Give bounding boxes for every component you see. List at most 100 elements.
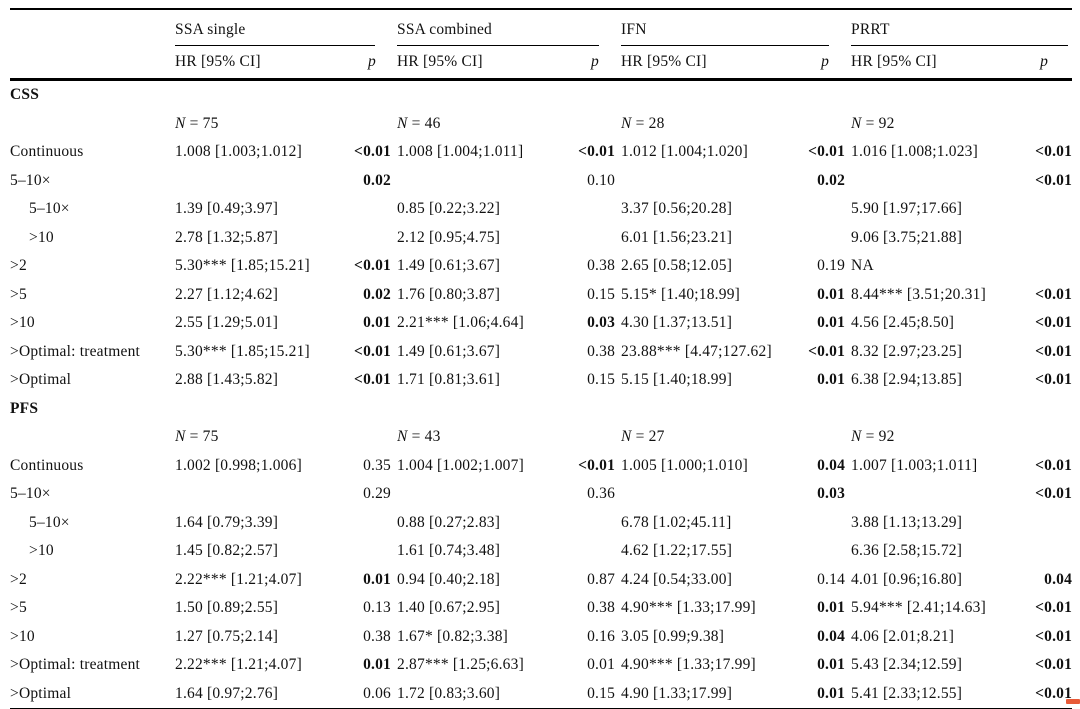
row-label: 5–10× — [10, 485, 51, 503]
p-cell: <0.01 — [354, 371, 392, 389]
hr-cell: 6.01 [1.56;23.21] — [621, 228, 733, 246]
hr-cell: 1.012 [1.004;1.020] — [621, 143, 748, 161]
p-cell: <0.01 — [1035, 285, 1073, 303]
n-symbol: N — [175, 428, 186, 446]
hr-cell — [621, 480, 799, 509]
p-cell: 0.01 — [817, 285, 846, 303]
p-cell — [1016, 509, 1072, 538]
hr-cell: 1.45 [0.82;2.57] — [175, 542, 279, 560]
hr-cell: 1.50 [0.89;2.55] — [175, 599, 279, 617]
p-cell — [347, 509, 397, 538]
p-cell — [1016, 195, 1072, 224]
p-cell: 0.06 — [363, 684, 392, 702]
hr-cell: 1.008 [1.004;1.011] — [397, 143, 524, 161]
section-title: PFS — [10, 399, 39, 417]
hr-ci-header: HR [95% CI] — [175, 46, 347, 81]
table-row: 5–10× 0.29 0.36 0.03 <0.01 — [10, 480, 1072, 509]
table-row: >10 1.45 [0.82;2.57] 1.61 [0.74;3.48] 4.62 … — [10, 537, 1072, 566]
p-cell — [347, 195, 397, 224]
row-label: 5–10× — [29, 513, 70, 531]
p-cell: <0.01 — [354, 143, 392, 161]
hr-cell: NA — [851, 257, 874, 275]
p-cell: 0.13 — [363, 599, 392, 617]
hr-cell: 4.90*** [1.33;17.99] — [621, 656, 756, 674]
scan-artifact — [1066, 699, 1080, 704]
p-cell: <0.01 — [1035, 456, 1073, 474]
hr-cell: 3.37 [0.56;20.28] — [621, 200, 733, 218]
hr-cell: 0.94 [0.40;2.18] — [397, 570, 501, 588]
p-cell: 0.01 — [363, 314, 392, 332]
table-row: Continuous 1.002 [0.998;1.006] 0.35 1.004 [… — [10, 452, 1072, 481]
hr-cell: 0.88 [0.27;2.83] — [397, 513, 501, 531]
n-symbol: N — [851, 114, 862, 132]
n-symbol: N — [851, 428, 862, 446]
table-row: Continuous 1.008 [1.003;1.012] <0.01 1.008 … — [10, 138, 1072, 167]
hr-cell: 1.71 [0.81;3.61] — [397, 371, 501, 389]
n-symbol: N — [397, 428, 408, 446]
p-header: p — [569, 46, 622, 81]
p-cell: <0.01 — [1035, 684, 1073, 702]
p-cell: <0.01 — [1035, 314, 1073, 332]
results-table: SSA single SSA combined IFN PRRT HR [95%… — [10, 8, 1073, 709]
hr-cell: 1.27 [0.75;2.14] — [175, 627, 279, 645]
hr-cell: 4.30 [1.37;13.51] — [621, 314, 733, 332]
n-cell: N = 75 — [175, 428, 219, 446]
hr-cell: 5.30*** [1.85;15.21] — [175, 342, 310, 360]
hr-cell: 3.88 [1.13;13.29] — [851, 513, 963, 531]
hr-ci-header: HR [95% CI] — [397, 46, 570, 81]
p-cell: <0.01 — [1035, 371, 1073, 389]
hr-cell: 4.90*** [1.33;17.99] — [621, 599, 756, 617]
table-row: >Optimal: treatment 5.30*** [1.85;15.21] <… — [10, 338, 1072, 367]
hr-cell — [621, 167, 799, 196]
n-cell: N = 46 — [397, 114, 441, 132]
p-cell: 0.19 — [817, 257, 846, 275]
n-cell: N = 75 — [175, 114, 219, 132]
p-cell: <0.01 — [1035, 171, 1073, 189]
table-row: >5 2.27 [1.12;4.62] 0.02 1.76 [0.80;3.87] 0.… — [10, 281, 1072, 310]
hr-cell: 1.004 [1.002;1.007] — [397, 456, 524, 474]
row-label: >10 — [29, 542, 54, 560]
p-cell — [1016, 537, 1072, 566]
p-cell: 0.02 — [363, 171, 392, 189]
hr-cell — [851, 167, 1016, 196]
hr-cell — [397, 167, 569, 196]
hr-cell: 2.88 [1.43;5.82] — [175, 371, 279, 389]
n-cell: N = 92 — [851, 428, 895, 446]
hr-cell: 1.008 [1.003;1.012] — [175, 143, 302, 161]
p-cell: 0.04 — [817, 456, 846, 474]
hr-cell: 5.30*** [1.85;15.21] — [175, 257, 310, 275]
hr-cell: 1.49 [0.61;3.67] — [397, 257, 501, 275]
p-cell: 0.02 — [363, 285, 392, 303]
p-cell — [799, 537, 851, 566]
table-row: >2 2.22*** [1.21;4.07] 0.01 0.94 [0.40;2.18… — [10, 566, 1072, 595]
p-cell: <0.01 — [1035, 627, 1073, 645]
p-cell: <0.01 — [808, 143, 846, 161]
p-cell — [1016, 224, 1072, 253]
row-label: 5–10× — [29, 200, 70, 218]
p-cell — [799, 195, 851, 224]
p-cell — [569, 509, 621, 538]
hr-cell: 2.55 [1.29;5.01] — [175, 314, 279, 332]
hr-cell: 6.78 [1.02;45.11] — [621, 513, 732, 531]
group-header-ssa-combined: SSA combined — [397, 9, 621, 46]
p-cell: 0.38 — [363, 627, 392, 645]
p-cell — [569, 110, 621, 139]
hr-cell: 1.61 [0.74;3.48] — [397, 542, 501, 560]
row-label: Continuous — [10, 456, 84, 474]
p-cell — [347, 423, 397, 452]
p-cell: 0.01 — [363, 570, 392, 588]
group-header-ssa-single: SSA single — [175, 9, 397, 46]
subheader-row: HR [95% CI] p HR [95% CI] p HR [95% CI] … — [10, 46, 1073, 81]
hr-cell: 5.41 [2.33;12.55] — [851, 684, 963, 702]
group-header-prrt: PRRT — [851, 9, 1072, 46]
p-cell: <0.01 — [1035, 485, 1073, 503]
group-header-row: SSA single SSA combined IFN PRRT — [10, 9, 1072, 46]
p-cell: <0.01 — [1035, 599, 1073, 617]
hr-cell: 1.72 [0.83;3.60] — [397, 684, 501, 702]
p-cell: 0.03 — [587, 314, 616, 332]
p-cell: 0.35 — [363, 456, 392, 474]
p-cell: 0.01 — [817, 684, 846, 702]
table-row: >5 1.50 [0.89;2.55] 0.13 1.40 [0.67;2.95] 0.… — [10, 594, 1072, 623]
hr-cell: 6.38 [2.94;13.85] — [851, 371, 963, 389]
